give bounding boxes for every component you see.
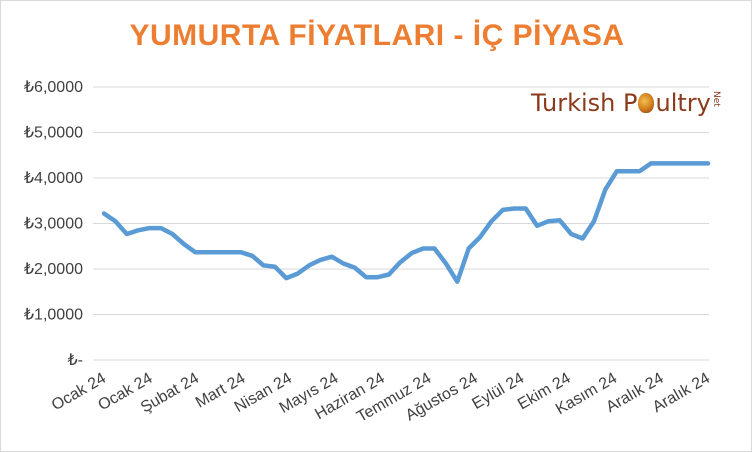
chart-title: YUMURTA FİYATLARI - İÇ PİYASA [129,19,625,52]
gridlines [93,86,709,361]
price-series-line [101,161,711,284]
y-tick-label: ₺2,0000 [24,261,83,278]
turkish-poultry-logo: Turkish P ultryNet [531,89,721,123]
y-tick-label: ₺3,0000 [24,216,83,233]
y-axis-labels: ₺- ₺1,0000 ₺2,0000 ₺3,0000 ₺4,0000 ₺5,0000 ₺6,… [24,79,83,369]
logo-text-part1: Turkish P [531,89,638,117]
y-tick-label: ₺4,0000 [24,170,83,187]
egg-icon [638,93,655,113]
logo-tag: Net [710,91,721,107]
y-tick-label: ₺5,0000 [24,125,83,142]
y-tick-label: ₺- [67,352,83,369]
y-tick-label: ₺6,0000 [24,79,83,96]
logo-text-part2: ultry [655,89,711,117]
series-group [101,161,711,284]
y-tick-label: ₺1,0000 [24,307,83,324]
